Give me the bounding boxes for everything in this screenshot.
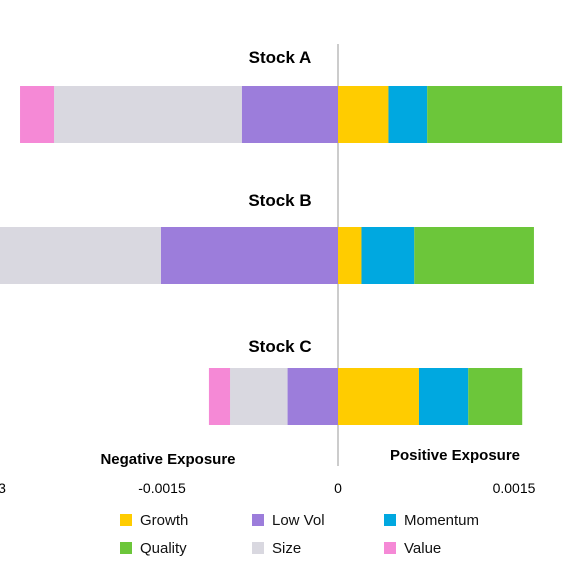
positive-exposure-label: Positive Exposure (390, 447, 520, 464)
bar-size-stock-a (54, 86, 242, 143)
exposure-chart: Stock A Stock B Stock C Negative Exposure Po… (0, 44, 563, 496)
chart-legend: Growth Low Vol Momentum Quality Size Value (120, 506, 540, 562)
legend-label: Size (272, 539, 302, 557)
bar-low-vol-stock-b (160, 227, 338, 284)
bar-value-stock-a (20, 86, 55, 143)
legend-swatch (120, 514, 132, 526)
legend-label: Growth (140, 511, 189, 529)
bar-size-stock-b (0, 227, 161, 284)
bar-momentum-stock-a (388, 86, 428, 143)
legend-swatch (252, 514, 264, 526)
bar-growth-stock-b (338, 227, 362, 284)
bar-growth-stock-a (338, 86, 389, 143)
legend-item-value: Value (384, 540, 516, 557)
bar-value-stock-c (208, 368, 231, 425)
legend-swatch (120, 542, 132, 554)
legend-swatch (384, 542, 396, 554)
stock-label: Stock C (248, 337, 311, 356)
legend-label: Quality (140, 539, 187, 557)
bar-low-vol-stock-c (287, 368, 338, 425)
stock-label: Stock A (249, 48, 312, 67)
legend-label: Momentum (404, 511, 480, 529)
legend-row: Growth Low Vol Momentum (120, 506, 540, 534)
bar-size-stock-c (230, 368, 288, 425)
legend-item-quality: Quality (120, 540, 252, 557)
legend-item-low-vol: Low Vol (252, 512, 384, 529)
bar-quality-stock-a (427, 86, 563, 143)
bar-quality-stock-b (414, 227, 534, 284)
legend-label: Value (404, 539, 442, 557)
stock-label: Stock B (248, 191, 311, 210)
negative-exposure-label: Negative Exposure (100, 451, 235, 468)
bar-growth-stock-c (338, 368, 419, 425)
legend-item-size: Size (252, 540, 384, 557)
x-tick-label: -0.0015 (138, 480, 186, 496)
bar-momentum-stock-c (418, 368, 469, 425)
legend-swatch (384, 514, 396, 526)
bar-low-vol-stock-a (241, 86, 338, 143)
legend-label: Low Vol (272, 511, 325, 529)
x-tick-label: -0.003 (0, 480, 6, 496)
x-tick-label: 0 (334, 480, 342, 496)
legend-item-growth: Growth (120, 512, 252, 529)
legend-item-momentum: Momentum (384, 512, 516, 529)
legend-swatch (252, 542, 264, 554)
x-tick-label: 0.0015 (493, 480, 536, 496)
bar-quality-stock-c (468, 368, 523, 425)
bar-momentum-stock-b (361, 227, 415, 284)
legend-row: Quality Size Value (120, 534, 540, 562)
